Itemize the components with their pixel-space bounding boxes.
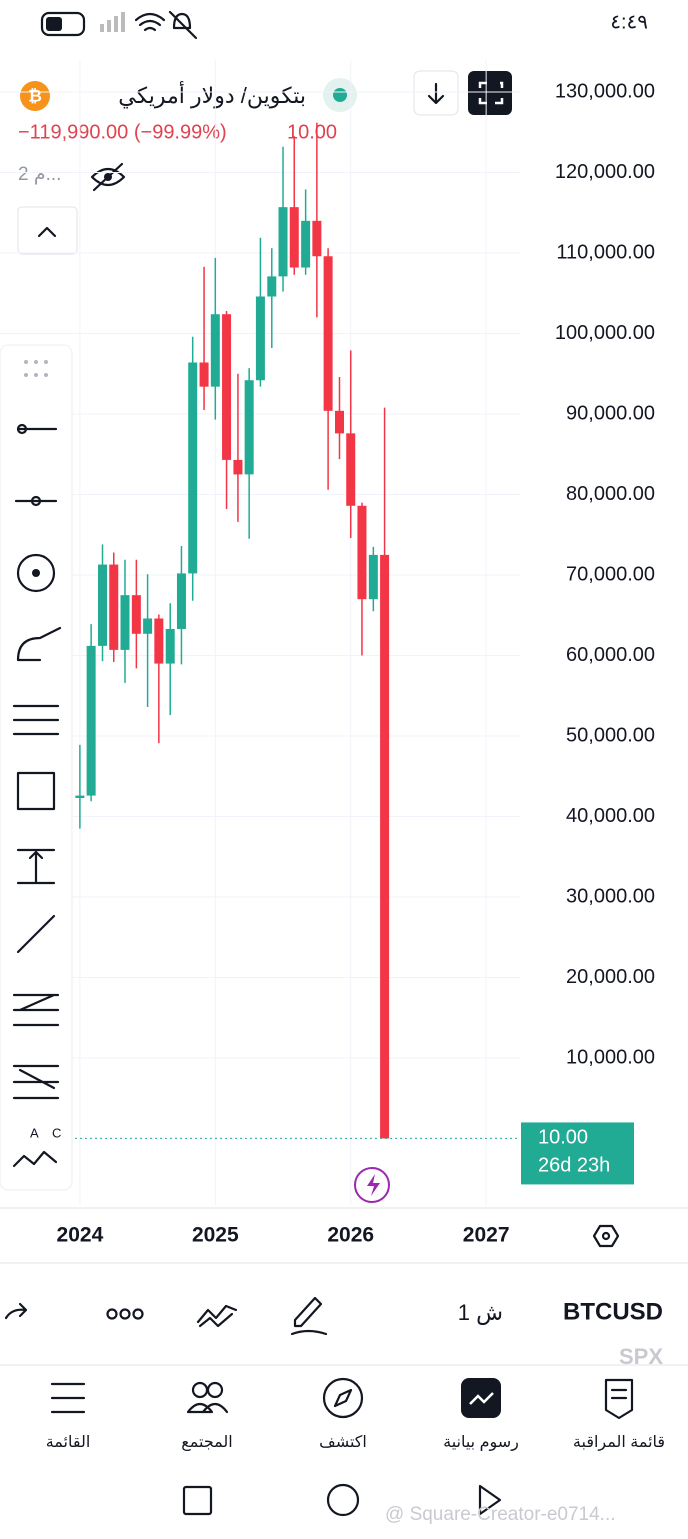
download-button[interactable] [413,70,459,116]
candle-body [312,220,322,257]
market-status-dot [333,88,347,102]
settings-button[interactable] [592,1224,620,1248]
y-tick-label: 80,000.00 [566,483,655,505]
candle-body [233,459,243,475]
tool-trend-line[interactable] [16,914,56,954]
chart: 10,000.00 20,000.00 30,000.00 40,000.00 50,0… [0,60,655,1247]
candle-body [267,276,277,297]
candle-body [199,362,209,387]
y-tick-label: 30,000.00 [566,885,655,907]
y-tick-label: 120,000.00 [555,161,655,183]
status-icons [40,10,198,40]
symbol-name[interactable]: بتكوين/ دولار أمريكي [118,81,306,109]
x-tick-label: 2026 [327,1224,374,1247]
nav-label: اكتشف [319,1434,367,1451]
y-tick-label: 70,000.00 [566,563,655,585]
event-marker-icon [367,1174,380,1196]
candle-body [255,296,265,381]
status-time: ٤:٤٩ [610,11,648,33]
tool-fib-channel[interactable] [12,1064,60,1100]
nav-label: المجتمع [181,1434,233,1452]
candle-body [143,618,153,634]
price-change: −119,990.00 (−99.99%) [18,121,227,143]
tool-pattern-label: A [30,1125,39,1140]
coin-icon-glyph: ₿ [28,86,42,105]
candle-body [357,505,367,600]
fullscreen-button[interactable] [468,71,512,115]
nav-explore-icon[interactable] [322,1377,364,1419]
candle-body [334,410,344,434]
candle-body [109,564,119,650]
last-price-label: 10.00 [538,1127,588,1149]
x-tick-label: 2024 [57,1224,104,1247]
tool-fib[interactable] [12,704,60,736]
candle-body [301,220,311,268]
share-button[interactable] [4,1302,28,1320]
candle-body [278,207,288,277]
y-tick-label: 110,000.00 [556,241,655,263]
candle-body [75,795,85,799]
x-tick-label: 2025 [192,1224,239,1247]
candle-body [176,573,186,629]
drawing-toolbar: A C [0,344,73,1191]
indicators-button[interactable] [196,1304,238,1328]
candle-body [120,595,130,650]
tool-fib-extension[interactable] [12,993,60,1027]
tool-circle[interactable] [16,553,56,593]
candle-body [210,314,220,387]
candle-body [244,380,254,475]
nav-community-icon[interactable] [186,1381,229,1414]
tool-measure[interactable] [16,848,56,885]
y-tick-label: 10,000.00 [566,1046,655,1068]
nav-charts-icon[interactable] [461,1378,501,1418]
tool-pattern-label: C [52,1125,61,1140]
last-price-box [521,1122,634,1185]
hide-indicators[interactable] [90,162,126,192]
more-button[interactable] [106,1308,144,1320]
countdown: 26d 23h [538,1155,610,1177]
tool-rectangle[interactable] [16,771,56,811]
candle-body [289,207,299,268]
y-tick-label: 20,000.00 [566,966,655,988]
candle-body [165,628,175,664]
nav-label: قائمة المراقبة [573,1434,665,1452]
x-tick-label: 2027 [463,1224,510,1247]
system-back[interactable] [478,1484,502,1516]
candle-body [368,554,378,600]
collapse-button[interactable] [17,206,78,255]
y-tick-label: 100,000.00 [555,322,655,344]
nav-menu-icon[interactable] [50,1382,86,1414]
candle-body [86,645,96,796]
candle-body [131,595,141,634]
nav-watchlist-icon[interactable] [604,1378,634,1420]
y-tick-label: 90,000.00 [566,402,655,424]
draw-button[interactable] [290,1296,328,1336]
system-home[interactable] [326,1483,360,1517]
watermark: @ Square-Creator-e0714... [385,1504,616,1525]
candle-body [222,314,232,460]
nav-label: رسوم بيانية [443,1434,519,1452]
y-tick-label: 50,000.00 [566,724,655,746]
last-price: 10.00 [287,121,337,143]
coin-icon [20,81,50,111]
y-tick-label: 60,000.00 [566,644,655,666]
candle-body [346,433,356,506]
interval[interactable]: 1 ش [458,1300,503,1326]
candle-body [323,256,333,411]
indicator-label[interactable]: 2 م... [18,164,61,185]
tool-brush[interactable] [16,626,62,662]
system-recents[interactable] [182,1485,213,1516]
candle-body [380,554,390,1139]
y-tick-label: 40,000.00 [566,805,655,827]
candle-body [98,564,108,646]
y-tick-label: 130,000.00 [555,80,655,102]
symbol[interactable]: BTCUSD [563,1298,663,1325]
nav-label: القائمة [46,1434,91,1451]
tool-pattern[interactable] [12,1150,58,1168]
candle-body [188,362,198,574]
candle-body [154,618,164,664]
